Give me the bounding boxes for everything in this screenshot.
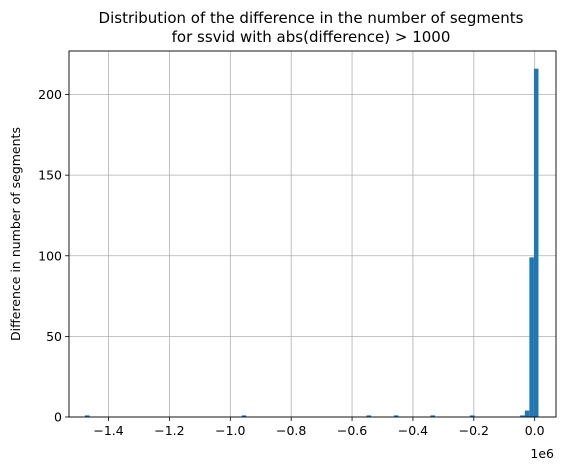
x-tick-label: −1.4 xyxy=(93,423,123,438)
y-tick-label: 0 xyxy=(54,410,62,425)
histogram-bar xyxy=(524,410,530,417)
x-tick-label: −0.6 xyxy=(337,423,367,438)
x-tick-label: −0.2 xyxy=(459,423,489,438)
histogram-bar xyxy=(520,415,525,417)
histogram-bar xyxy=(84,415,90,417)
x-axis-ticks: −1.4 −1.2 −1.0 −0.8 −0.6 −0.4 −0.2 0.0 xyxy=(93,417,545,438)
histogram-bars xyxy=(84,68,539,417)
x-axis-offset-label: 1e6 xyxy=(530,446,554,461)
y-tick-label: 150 xyxy=(38,168,62,183)
x-tick-label: −1.0 xyxy=(215,423,245,438)
histogram-bar xyxy=(366,415,372,417)
y-tick-label: 200 xyxy=(38,87,62,102)
histogram-bar xyxy=(529,257,534,417)
y-tick-label: 100 xyxy=(38,248,62,263)
x-tick-label: −0.8 xyxy=(276,423,306,438)
histogram-bar xyxy=(393,415,399,417)
chart-title-line1: Distribution of the difference in the nu… xyxy=(99,9,524,27)
chart-title-line2: for ssvid with abs(difference) > 1000 xyxy=(172,28,451,46)
y-axis-label: Difference in number of segments xyxy=(8,127,23,341)
x-tick-label: −1.2 xyxy=(154,423,184,438)
histogram-bar xyxy=(470,415,475,417)
histogram-bar xyxy=(430,415,435,417)
plot-area-frame xyxy=(68,50,557,418)
y-axis-ticks: 0 50 100 150 200 xyxy=(38,87,69,425)
x-tick-label: −0.4 xyxy=(398,423,428,438)
x-tick-label: 0.0 xyxy=(525,423,545,438)
histogram-bar xyxy=(533,68,539,417)
grid-lines xyxy=(69,51,556,418)
y-tick-label: 50 xyxy=(46,329,62,344)
histogram-bar xyxy=(241,415,247,417)
